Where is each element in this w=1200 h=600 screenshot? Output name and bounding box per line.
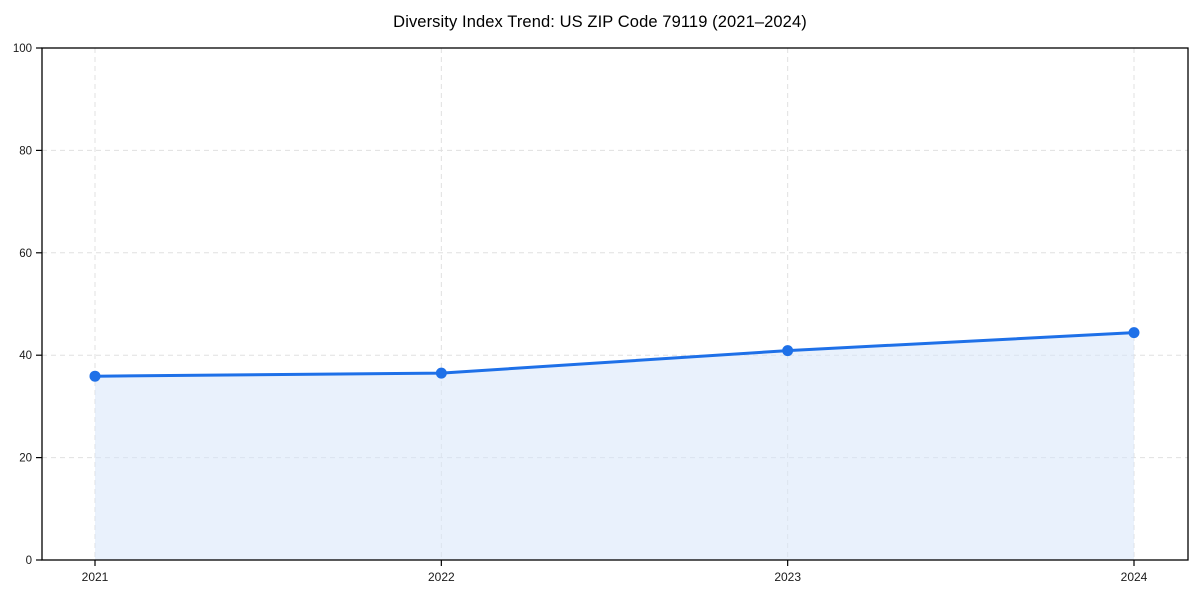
data-point [1128, 327, 1140, 339]
y-tick-label: 60 [19, 248, 32, 260]
y-tick-label: 20 [19, 453, 32, 465]
y-tick-label: 0 [26, 555, 32, 567]
y-tick-label: 40 [19, 350, 32, 362]
plot-frame [41, 47, 1189, 561]
x-tick-label: 2024 [1121, 570, 1148, 584]
x-tick-label: 2023 [774, 570, 801, 584]
y-tick-label: 80 [19, 145, 32, 157]
chart-title: Diversity Index Trend: US ZIP Code 79119… [393, 13, 807, 31]
data-point [782, 345, 794, 357]
x-tick-label: 2022 [428, 570, 455, 584]
data-point [435, 367, 447, 379]
area-fill [95, 332, 1134, 560]
x-tick-label: 2021 [82, 570, 109, 584]
trend-line [93, 331, 1136, 378]
data-point [89, 370, 101, 382]
y-tick-label: 100 [13, 43, 32, 55]
